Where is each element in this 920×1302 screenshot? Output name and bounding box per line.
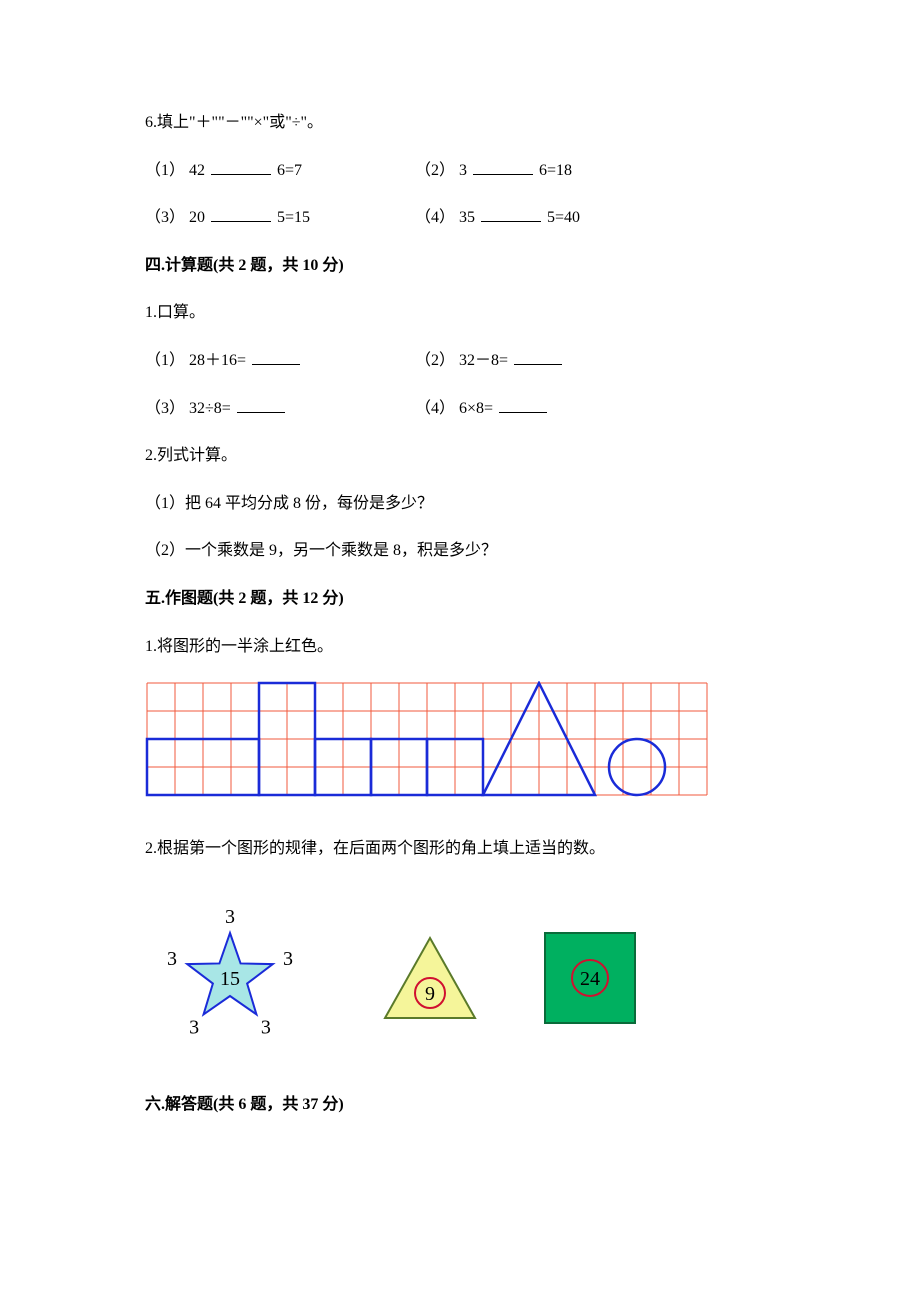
- q6-item-4-blank[interactable]: [481, 205, 541, 222]
- sec4-q1-row-1: （1） 28＋16= （2） 32－8=: [145, 348, 785, 374]
- shapes-diagram: 15 3 3 3 3 3 9 24: [145, 883, 665, 1053]
- q6-item-4-right: 5=40: [547, 209, 580, 226]
- sec4-q1-2-blank[interactable]: [514, 348, 562, 365]
- sec4-q2-item-2: （2）一个乘数是 9，另一个乘数是 8，积是多少？: [145, 538, 785, 564]
- sec4-q1-1-blank[interactable]: [252, 348, 300, 365]
- sec4-q1-2-expr: 32－8=: [459, 352, 508, 369]
- q6-item-1-blank[interactable]: [211, 158, 271, 175]
- sec4-q1-4-expr: 6×8=: [459, 400, 493, 417]
- sec4-q2-item-1: （1）把 64 平均分成 8 份，每份是多少？: [145, 491, 785, 517]
- q6-item-1-right: 6=7: [277, 162, 302, 179]
- q6-title: 6.填上"＋""－""×"或"÷"。: [145, 110, 785, 136]
- sec6-heading: 六.解答题(共 6 题，共 37 分): [145, 1092, 785, 1118]
- q6-item-3-label: （3）: [145, 209, 185, 226]
- q6-row-1: （1） 42 6=7 （2） 3 6=18: [145, 158, 785, 184]
- sec4-q1-title: 1.口算。: [145, 300, 785, 326]
- page: 6.填上"＋""－""×"或"÷"。 （1） 42 6=7 （2） 3 6=18…: [0, 0, 920, 1200]
- q6-item-3-left: 20: [189, 209, 205, 226]
- sec4-q1-3-blank[interactable]: [237, 396, 285, 413]
- q6-item-4-label: （4）: [415, 209, 455, 226]
- sec5-q1-figure: [145, 681, 785, 806]
- q6-item-2-label: （2）: [415, 162, 455, 179]
- q6-row-2: （3） 20 5=15 （4） 35 5=40: [145, 205, 785, 231]
- svg-text:15: 15: [220, 968, 240, 990]
- sec4-q2-title: 2.列式计算。: [145, 443, 785, 469]
- sec5-heading: 五.作图题(共 2 题，共 12 分): [145, 586, 785, 612]
- sec4-q1-3-expr: 32÷8=: [189, 400, 231, 417]
- svg-text:3: 3: [167, 948, 177, 970]
- q6-item-1-left: 42: [189, 162, 205, 179]
- sec4-q1-row-2: （3） 32÷8= （4） 6×8=: [145, 396, 785, 422]
- svg-text:3: 3: [283, 948, 293, 970]
- sec5-q2-figure: 15 3 3 3 3 3 9 24: [145, 883, 785, 1062]
- sec4-q1-4-blank[interactable]: [499, 396, 547, 413]
- svg-text:3: 3: [225, 906, 235, 928]
- svg-text:3: 3: [261, 1017, 271, 1039]
- svg-text:9: 9: [425, 983, 435, 1005]
- sec4-q1-4-label: （4）: [415, 400, 455, 417]
- q6-item-3-right: 5=15: [277, 209, 310, 226]
- svg-text:3: 3: [189, 1017, 199, 1039]
- q6-item-2-left: 3: [459, 162, 467, 179]
- sec4-heading: 四.计算题(共 2 题，共 10 分): [145, 253, 785, 279]
- q6-item-2-right: 6=18: [539, 162, 572, 179]
- q6-item-4-left: 35: [459, 209, 475, 226]
- sec4-q1-3-label: （3）: [145, 400, 185, 417]
- svg-text:24: 24: [580, 968, 600, 990]
- sec4-q1-2-label: （2）: [415, 352, 455, 369]
- sec4-q1-1-label: （1）: [145, 352, 185, 369]
- sec5-q2-title: 2.根据第一个图形的规律，在后面两个图形的角上填上适当的数。: [145, 836, 785, 862]
- sec5-q1-title: 1.将图形的一半涂上红色。: [145, 634, 785, 660]
- q6-item-1-label: （1）: [145, 162, 185, 179]
- grid-diagram: [145, 681, 709, 797]
- q6-item-2-blank[interactable]: [473, 158, 533, 175]
- q6-item-3-blank[interactable]: [211, 205, 271, 222]
- sec4-q1-1-expr: 28＋16=: [189, 352, 246, 369]
